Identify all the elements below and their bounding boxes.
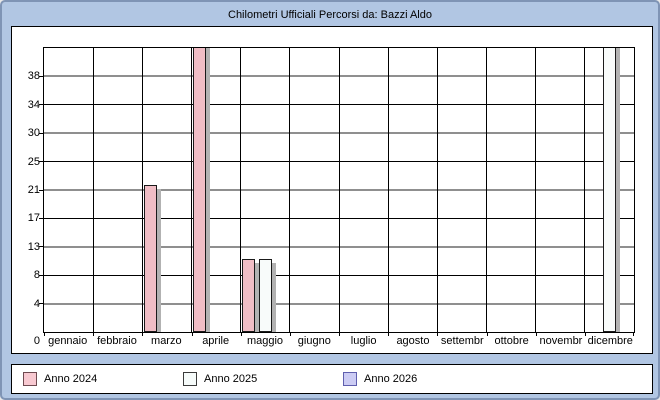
x-axis-month-label: ottobre [494, 335, 529, 347]
x-axis-tick [339, 332, 340, 336]
x-axis-month-label: giugno [297, 335, 331, 347]
legend-swatch [23, 372, 37, 386]
gridline-vertical [486, 48, 487, 332]
y-axis-tick [39, 217, 43, 219]
y-axis-tick [39, 75, 43, 77]
x-axis-labels: gennaio febbraio marzo aprile maggio giugno lu… [43, 334, 635, 350]
chart-panel: 0 4 8 13 17 21 25 30 34 38 gennaio febbraio marzo ap… [11, 26, 653, 354]
gridline-vertical [92, 48, 94, 332]
legend-item: Anno 2026 [343, 372, 417, 386]
chart-title: Chilometri Ufficiali Percorsi da: Bazzi … [228, 9, 432, 21]
bar-anno-2025-dicembre [602, 48, 616, 332]
x-axis-tick [388, 332, 390, 336]
bar-anno-2025-maggio [258, 259, 272, 332]
x-axis-tick [535, 332, 537, 336]
x-axis-month-label: febbraio [97, 335, 137, 347]
bar-anno-2024-aprile [193, 48, 206, 332]
gridline-vertical [436, 48, 438, 332]
gridline-vertical [535, 48, 537, 332]
x-axis-month-label: dicembre [587, 335, 633, 347]
legend: Anno 2024 Anno 2025 Anno 2026 [11, 364, 653, 394]
x-axis-month-label: gennaio [48, 335, 88, 347]
y-axis-tick-label: 25 [27, 155, 40, 168]
y-axis-tick [39, 104, 43, 106]
y-axis-tick [39, 303, 43, 305]
legend-label: Anno 2026 [364, 372, 418, 385]
x-axis-tick [191, 332, 193, 336]
y-axis-tick-label: 38 [27, 70, 40, 83]
legend-swatch [183, 372, 197, 386]
y-axis-tick-label: 17 [27, 212, 40, 225]
x-axis-tick [486, 332, 488, 336]
y-axis-tick [39, 189, 43, 191]
y-axis-tick-label: 0 [33, 335, 40, 347]
x-axis-tick [437, 332, 439, 336]
x-axis-tick [584, 332, 586, 336]
legend-item: Anno 2025 [183, 372, 257, 386]
gridline-vertical [289, 48, 291, 332]
x-axis-tick [240, 332, 242, 336]
bar-anno-2024-marzo [143, 185, 157, 332]
gridline-vertical [240, 48, 242, 332]
legend-label: Anno 2025 [204, 372, 258, 385]
x-axis-tick [633, 332, 634, 336]
y-axis-tick-label: 21 [27, 184, 40, 196]
gridline-vertical [191, 48, 192, 332]
x-axis-month-label: settembr [440, 335, 484, 347]
x-axis-tick [142, 332, 144, 336]
legend-item: Anno 2024 [23, 372, 97, 386]
x-axis-month-label: marzo [151, 335, 182, 347]
x-axis-tick [289, 332, 291, 336]
y-axis-tick [39, 246, 43, 248]
gridline-vertical [584, 48, 586, 332]
x-axis-month-label: agosto [396, 335, 430, 347]
gridlines-layer [44, 48, 634, 332]
y-axis-tick-label: 13 [27, 240, 40, 253]
x-axis-tick [93, 332, 95, 336]
bar-anno-2024-maggio [242, 259, 256, 332]
x-axis-month-label: novembr [539, 335, 583, 347]
legend-label: Anno 2024 [44, 372, 98, 385]
x-axis [44, 48, 634, 336]
gridline-vertical [387, 48, 389, 332]
legend-swatch [343, 372, 357, 386]
plot-area: 0 4 8 13 17 21 25 30 34 38 [28, 47, 635, 347]
x-axis-month-label: luglio [350, 335, 377, 347]
y-axis-tick-label: 8 [33, 269, 40, 282]
y-axis-tick-label: 34 [27, 98, 40, 111]
y-axis: 0 4 8 13 17 21 25 30 34 38 [28, 48, 634, 347]
y-axis-tick [39, 161, 43, 163]
y-axis-tick [39, 274, 43, 276]
y-axis-tick-label: 30 [27, 127, 40, 140]
y-axis-tick [39, 132, 43, 134]
gridline-vertical [338, 48, 340, 332]
y-axis-tick-label: 4 [33, 297, 40, 310]
x-axis-month-label: aprile [202, 335, 230, 347]
x-axis-month-label: maggio [246, 335, 284, 347]
gridline-vertical [141, 48, 143, 332]
x-axis-tick [44, 332, 45, 336]
bars-layer [44, 48, 634, 332]
